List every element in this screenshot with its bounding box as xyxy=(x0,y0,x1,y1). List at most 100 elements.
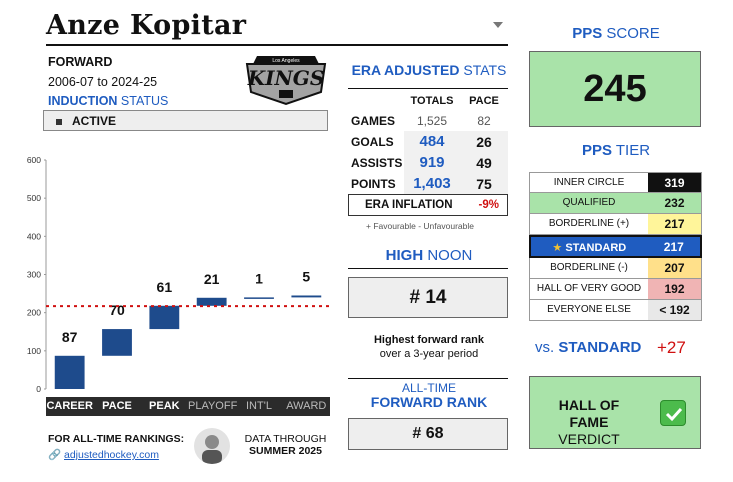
footer-rankings: FOR ALL-TIME RANKINGS: 🔗 adjustedhockey.… xyxy=(48,433,184,461)
status-field: ACTIVE xyxy=(43,110,328,131)
seasons-label: 2006-07 to 2024-25 xyxy=(48,75,158,89)
status-square-icon xyxy=(56,118,62,125)
vs-standard-value: +27 xyxy=(657,338,686,357)
logo-text: KINGS xyxy=(247,66,325,90)
tier-row: BORDERLINE (+) 217 xyxy=(529,214,702,235)
era-title-bold: ERA ADJUSTED xyxy=(351,62,460,78)
high-noon-divider xyxy=(348,268,508,269)
bar-value-label: 61 xyxy=(157,279,173,295)
bar-value-label: 1 xyxy=(255,270,263,286)
tier-title-bold: PPS xyxy=(581,142,612,159)
pace-header: PACE xyxy=(469,95,499,107)
bar-intl xyxy=(244,297,274,299)
table-row: GAMES 1,525 82 xyxy=(348,110,508,131)
bar-pace xyxy=(102,329,132,356)
tab-playoff[interactable]: PLAYOFF xyxy=(187,400,238,412)
row-pace: 26 xyxy=(460,131,508,152)
high-noon-note-2: over a 3-year period xyxy=(379,348,479,360)
bar-playoff xyxy=(196,297,227,306)
bar-peak xyxy=(149,305,180,330)
high-noon-title: HIGH NOON xyxy=(348,247,510,264)
tier-row: ★ STANDARD 217 xyxy=(529,235,702,258)
data-through-note: DATA THROUGH SUMMER 2025 xyxy=(243,433,328,457)
y-tick-label: 200 xyxy=(27,308,41,318)
y-tick-label: 400 xyxy=(27,231,41,241)
check-icon xyxy=(660,400,686,426)
y-tick-label: 100 xyxy=(27,346,41,356)
tier-name: BORDERLINE (-) xyxy=(530,258,648,278)
tier-row: HALL OF VERY GOOD 192 xyxy=(529,279,702,300)
row-total: 919 xyxy=(404,152,460,173)
position-label: FORWARD xyxy=(48,55,113,69)
alltime-title: ALL-TIME FORWARD RANK xyxy=(348,381,510,409)
tier-row: QUALIFIED 232 xyxy=(529,193,702,214)
tier-row: INNER CIRCLE 319 xyxy=(529,172,702,193)
tier-value: 207 xyxy=(648,258,701,278)
bar-value-label: 70 xyxy=(109,302,125,318)
row-pace: 75 xyxy=(460,173,508,194)
tier-name: BORDERLINE (+) xyxy=(530,214,648,234)
player-name: Anze Kopitar xyxy=(46,10,247,41)
blank-header xyxy=(348,92,404,110)
tier-name: HALL OF VERY GOOD xyxy=(530,279,648,299)
row-label: ASSISTS xyxy=(351,155,403,170)
bar-value-label: 21 xyxy=(204,271,220,287)
row-pace: 82 xyxy=(460,110,508,131)
tier-name: INNER CIRCLE xyxy=(530,173,648,192)
bar-value-label: 87 xyxy=(62,329,78,345)
title-divider xyxy=(46,44,508,46)
inflation-label: ERA INFLATION xyxy=(365,199,453,211)
era-stats-table: TOTALS PACE GAMES 1,525 82 GOALS 484 26 … xyxy=(348,92,508,194)
row-label: GAMES xyxy=(348,110,404,131)
high-noon-rank: # 14 xyxy=(348,277,508,318)
tab-pace[interactable]: PACE xyxy=(102,400,132,412)
tier-name: QUALIFIED xyxy=(530,193,648,213)
team-logo: Los Angeles KINGS xyxy=(243,52,329,111)
high-noon-light: NOON xyxy=(423,247,473,264)
tab-career[interactable]: CAREER xyxy=(46,400,93,412)
status-value: ACTIVE xyxy=(72,114,117,128)
high-noon-note: Highest forward rank over a 3-year perio… xyxy=(348,333,510,361)
link-icon: 🔗 xyxy=(48,449,62,461)
tier-value: < 192 xyxy=(648,300,701,320)
table-row: GOALS 484 26 xyxy=(348,131,508,152)
verdict-title: HALL OF FAME xyxy=(558,397,620,430)
era-divider xyxy=(348,88,508,89)
induction-label-bold: INDUCTION xyxy=(48,94,118,108)
player-avatar xyxy=(194,428,230,464)
bar-value-label: 5 xyxy=(302,268,310,284)
rankings-label: FOR ALL-TIME RANKINGS: xyxy=(48,433,185,445)
row-total: 1,525 xyxy=(404,110,460,131)
tab-intl[interactable]: INT'L xyxy=(246,400,272,412)
row-label: GOALS xyxy=(351,134,394,149)
adjustedhockey-link[interactable]: adjustedhockey.com xyxy=(64,449,159,461)
pps-tier-table: INNER CIRCLE 319 QUALIFIED 232 BORDERLINE (+… xyxy=(529,172,702,321)
vs-label-bold: STANDARD xyxy=(554,339,642,356)
tier-value: 232 xyxy=(648,193,701,213)
induction-label-light: STATUS xyxy=(117,94,169,108)
era-inflation: ERA INFLATION -9% xyxy=(348,194,508,216)
high-noon-note-1: Highest forward rank xyxy=(373,334,485,346)
bar-career xyxy=(54,355,85,389)
chevron-down-icon[interactable] xyxy=(493,22,503,28)
row-total: 1,403 xyxy=(404,173,460,194)
row-pace: 49 xyxy=(460,152,508,173)
tab-peak[interactable]: PEAK xyxy=(149,400,180,412)
tier-value: 192 xyxy=(648,279,701,299)
table-row: ASSISTS 919 49 xyxy=(348,152,508,173)
logo-small-text: Los Angeles xyxy=(272,58,300,64)
verdict-subtitle: VERDICT xyxy=(558,431,620,447)
chart-tab-bar: CAREER PACE PEAK PLAYOFF INT'L AWARD xyxy=(46,397,330,416)
favourable-legend: + Favourable - Unfavourable xyxy=(366,221,474,231)
pps-score-value: 245 xyxy=(529,51,701,127)
tab-award[interactable]: AWARD xyxy=(286,400,327,412)
hof-verdict: HALL OF FAME VERDICT xyxy=(529,376,701,449)
tier-value: 217 xyxy=(647,237,700,256)
y-tick-label: 0 xyxy=(36,384,41,394)
high-noon-bold: HIGH xyxy=(385,247,424,264)
y-tick-label: 500 xyxy=(27,193,41,203)
row-total: 484 xyxy=(404,131,460,152)
tier-value: 217 xyxy=(648,214,701,234)
vs-standard-label: vs. STANDARD xyxy=(535,339,641,356)
era-title-light: STATS xyxy=(459,62,507,78)
